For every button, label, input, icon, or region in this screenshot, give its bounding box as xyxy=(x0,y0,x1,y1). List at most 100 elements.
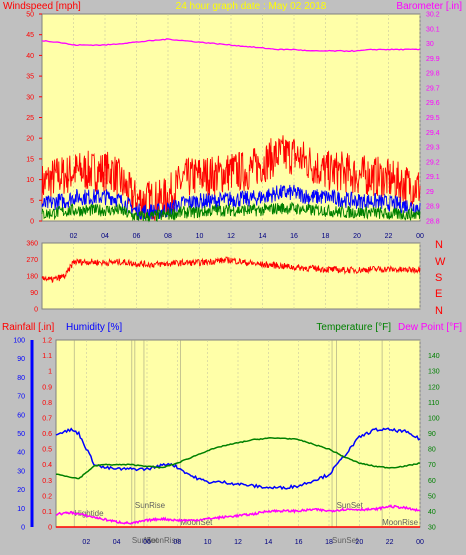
event-label: MoonRise xyxy=(144,536,181,545)
barometer-tick-label: 28.9 xyxy=(426,204,440,211)
rainfall-tick-label: 1.1 xyxy=(42,353,52,360)
barometer-tick-label: 29.4 xyxy=(426,130,440,137)
windspeed-label: Windspeed [mph] xyxy=(3,1,81,12)
dir-letter-e: E xyxy=(435,288,442,300)
humidity-tick-label: 50 xyxy=(17,431,25,438)
humidity-x-axis-ticks: 02 04 06 08 10 12 14 16 18 20 22 00 xyxy=(82,539,424,546)
humidity-x-tick-label: 14 xyxy=(264,539,272,546)
windspeed-tick-label: 5 xyxy=(30,198,34,205)
astronomy-events: HightideSunRiseSunSetMoonRiseMoonSetSunS… xyxy=(73,340,419,545)
rainfall-tick-label: 0.9 xyxy=(42,384,52,391)
direction-letters: N W S E N xyxy=(435,239,446,317)
wind-x-tick-label: 22 xyxy=(385,233,393,240)
barometer-tick-label: 29.8 xyxy=(426,71,440,78)
humidity-tick-label: 80 xyxy=(17,375,25,382)
humidity-x-tick-label: 12 xyxy=(234,539,242,546)
temperature-label: Temperature [°F] xyxy=(316,322,391,333)
temperature-tick-label: 140 xyxy=(428,353,440,360)
wind-x-tick-label: 06 xyxy=(133,233,141,240)
windspeed-tick-label: 0 xyxy=(30,219,34,226)
humidity-series xyxy=(55,427,421,528)
direction-tick-label: 360 xyxy=(26,241,38,248)
direction-tick-label: 90 xyxy=(30,290,38,297)
wind-series xyxy=(41,38,421,223)
humidity-tick-label: 70 xyxy=(17,394,25,401)
dir-letter-n-bottom: N xyxy=(435,305,443,317)
barometer-tick-label: 30.2 xyxy=(426,12,440,19)
humidity-tick-label: 30 xyxy=(17,468,25,475)
humidity-label: Humidity [%] xyxy=(66,322,122,333)
windspeed-tick-label: 35 xyxy=(26,74,34,81)
rainfall-axis-ticks: 0 0.1 0.2 0.3 0.4 0.5 0.6 0.7 0.8 0.9 1 1.1 1.2 xyxy=(42,338,52,532)
event-label: SunRise xyxy=(135,501,166,510)
windspeed-tick-label: 50 xyxy=(26,12,34,19)
humidity-x-tick-label: 18 xyxy=(325,539,333,546)
humidity-tick-label: 90 xyxy=(17,356,25,363)
humidity-tick-label: 20 xyxy=(17,487,25,494)
wind-x-tick-label: 14 xyxy=(259,233,267,240)
event-label: SunSet xyxy=(132,536,159,545)
windspeed-tick-label: 20 xyxy=(26,136,34,143)
temperature-tick-label: 120 xyxy=(428,384,440,391)
event-label: SunSet xyxy=(337,501,364,510)
rainfall-tick-label: 0.3 xyxy=(42,478,52,485)
temperature-tick-label: 60 xyxy=(428,478,436,485)
direction-series xyxy=(41,256,421,284)
wind-x-tick-label: 16 xyxy=(290,233,298,240)
windspeed-tick-label: 40 xyxy=(26,53,34,60)
humidity-x-tick-label: 02 xyxy=(82,539,90,546)
event-label: SunSet xyxy=(332,536,359,545)
rainfall-tick-label: 0 xyxy=(48,525,52,532)
wind-x-tick-label: 08 xyxy=(164,233,172,240)
humidity-x-tick-label: 16 xyxy=(295,539,303,546)
barometer-tick-label: 29.7 xyxy=(426,85,440,92)
wind-series-gust xyxy=(41,135,421,221)
rainfall-tick-label: 0.2 xyxy=(42,493,52,500)
barometer-tick-label: 28.8 xyxy=(426,219,440,226)
event-label: MoonRise xyxy=(382,518,419,527)
temperature-tick-label: 40 xyxy=(428,509,436,516)
temperature-tick-label: 50 xyxy=(428,493,436,500)
wind-x-axis-ticks: 02 04 06 08 10 12 14 16 18 20 22 00 xyxy=(70,233,424,240)
humidity-x-tick-label: 08 xyxy=(173,539,181,546)
rainfall-tick-label: 0.4 xyxy=(42,462,52,469)
dewpoint-label: Dew Point [°F] xyxy=(398,322,462,333)
wind-series-avg xyxy=(41,184,421,221)
humidity-series-temperature xyxy=(56,437,421,480)
wind-series-low xyxy=(41,201,421,223)
barometer-axis-ticks: 28.8 28.9 29 29.1 29.2 29.3 29.4 29.5 29.6 29.7 29… xyxy=(426,12,440,226)
humidity-series-dewpoint xyxy=(55,504,421,525)
temperature-tick-label: 90 xyxy=(428,431,436,438)
barometer-tick-label: 29 xyxy=(426,189,434,196)
barometer-tick-label: 29.9 xyxy=(426,56,440,63)
humidity-tick-label: 100 xyxy=(13,338,25,345)
humidity-tick-label: 40 xyxy=(17,450,25,457)
barometer-tick-label: 29.3 xyxy=(426,145,440,152)
dir-letter-n-top: N xyxy=(435,239,443,251)
windspeed-tick-label: 45 xyxy=(26,32,34,39)
windspeed-axis-ticks: 0 5 10 15 20 25 30 35 40 45 50 xyxy=(26,12,42,226)
barometer-tick-label: 29.5 xyxy=(426,115,440,122)
windspeed-tick-label: 15 xyxy=(26,156,34,163)
rainfall-tick-label: 1.2 xyxy=(42,338,52,345)
wind-x-tick-label: 02 xyxy=(70,233,78,240)
wind-x-tick-label: 18 xyxy=(322,233,330,240)
graph-date-title: 24 hour graph date : May 02 2018 xyxy=(176,1,327,12)
humidity-x-tick-label: 00 xyxy=(416,539,424,546)
barometer-tick-label: 30 xyxy=(426,41,434,48)
barometer-tick-label: 29.2 xyxy=(426,159,440,166)
wind-x-tick-label: 00 xyxy=(416,233,424,240)
barometer-tick-label: 30.1 xyxy=(426,26,440,33)
direction-axis-ticks: 0 90 180 270 360 xyxy=(26,241,38,314)
humidity-x-tick-label: 10 xyxy=(204,539,212,546)
rainfall-label: Rainfall [.in] xyxy=(2,322,54,333)
barometer-label: Barometer [.in] xyxy=(396,1,462,12)
dir-letter-w: W xyxy=(435,256,446,268)
humidity-x-tick-label: 06 xyxy=(143,539,151,546)
windspeed-tick-label: 30 xyxy=(26,94,34,101)
temperature-tick-label: 70 xyxy=(428,462,436,469)
rainfall-tick-label: 0.5 xyxy=(42,447,52,454)
wind-x-tick-label: 04 xyxy=(101,233,109,240)
humidity-series-humidity xyxy=(55,427,421,491)
